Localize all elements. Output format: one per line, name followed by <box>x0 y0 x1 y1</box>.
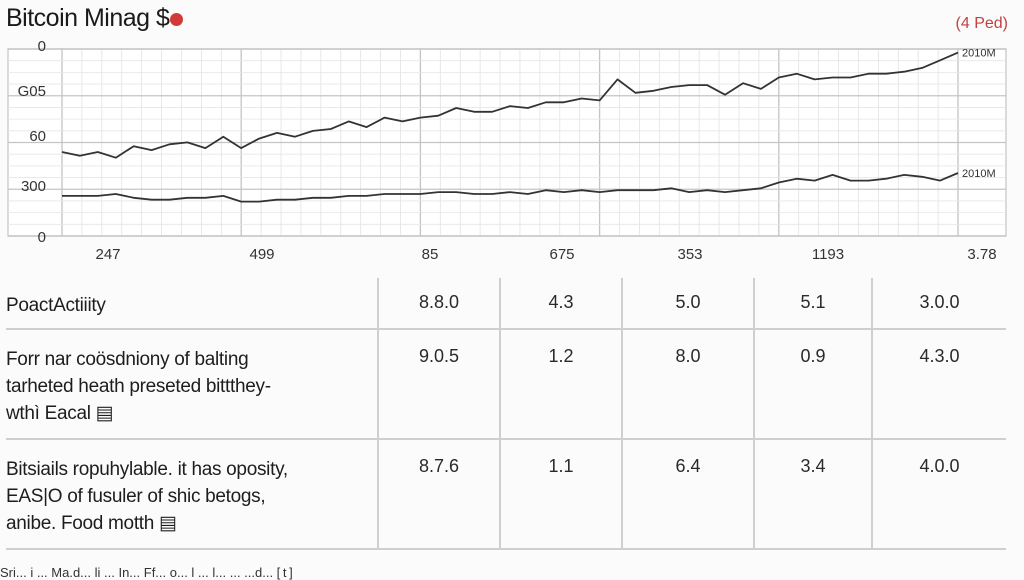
chart-title: Bitcoin Minag $ <box>6 4 184 33</box>
table-row: Bitsiails ropuhylable. it has oposity, EA… <box>6 439 1006 550</box>
x-tick-label: 675 <box>549 246 574 263</box>
row-label-line: EAS|O of fusuler of shic betogs, <box>6 486 266 507</box>
x-tick-label: 1193 <box>812 246 844 263</box>
table-cell: 3.0.0 <box>871 278 1006 330</box>
table-cell: 4.0.0 <box>871 439 1006 550</box>
table-cell: 8.8.0 <box>377 278 500 330</box>
series-end-label: 2010M <box>962 168 996 180</box>
x-tick-label: 353 <box>677 246 702 263</box>
table-cell: 0.9 <box>753 329 872 440</box>
series-end-label: 2010M <box>962 48 996 60</box>
series-line-1 <box>61 51 959 159</box>
table-cell: 6.4 <box>621 439 754 550</box>
chart-title-text: Bitcoin Minag $ <box>6 4 170 32</box>
row-label: Forr nar coösdniony of balting tarheted h… <box>6 329 378 440</box>
row-label-line: anibe. Food motth ▤ <box>6 513 177 534</box>
y-tick-label: 60 <box>29 128 46 145</box>
series-line-2 <box>62 172 959 203</box>
y-tick-label: 300 <box>21 178 46 195</box>
row-label-line: PoactActiiity <box>6 295 106 316</box>
table-cell: 3.4 <box>753 439 872 550</box>
line-chart: 0 G05 60 300 0 247 499 85 675 353 1193 3.78 2010M 201… <box>7 38 1007 263</box>
x-tick-label: 85 <box>422 246 439 263</box>
y-tick-label: 0 <box>38 38 46 55</box>
row-label-line: Forr nar coösdniony of balting <box>6 349 249 370</box>
x-tick-label: 247 <box>95 246 120 263</box>
footer-text: Sri... i ... Ma.d... li ... In... Ff... … <box>0 565 293 580</box>
table-cell: 4.3.0 <box>871 329 1006 440</box>
y-tick-label: 0 <box>38 229 46 246</box>
table-cell: 9.0.5 <box>377 329 500 440</box>
x-tick-label: 3.78 <box>967 246 996 263</box>
table-cell: 1.2 <box>499 329 622 440</box>
table-row: Forr nar coösdniony of balting tarheted h… <box>6 329 1006 440</box>
table-cell: 5.1 <box>753 278 872 330</box>
table-cell: 8.0 <box>621 329 754 440</box>
activity-table: PoactActiiity 8.8.0 4.3 5.0 5.1 3.0.0 Forr nar… <box>6 278 1006 550</box>
table-cell: 4.3 <box>499 278 622 330</box>
row-label-line: Bitsiails ropuhylable. it has oposity, <box>6 459 288 480</box>
row-label-line: tarheted heath preseted bittthey- <box>6 376 271 397</box>
table-cell: 1.1 <box>499 439 622 550</box>
y-tick-label: G05 <box>18 83 46 100</box>
row-label: PoactActiiity <box>6 278 378 330</box>
row-label: Bitsiails ropuhylable. it has oposity, EA… <box>6 439 378 550</box>
table-cell: 5.0 <box>621 278 754 330</box>
x-tick-label: 499 <box>249 246 274 263</box>
table-row: PoactActiiity 8.8.0 4.3 5.0 5.1 3.0.0 <box>6 278 1006 330</box>
title-badge-icon <box>170 12 184 26</box>
table-cell: 8.7.6 <box>377 439 500 550</box>
period-label: (4 Ped) <box>955 15 1008 32</box>
row-label-line: wthì Eacal ▤ <box>6 403 114 424</box>
